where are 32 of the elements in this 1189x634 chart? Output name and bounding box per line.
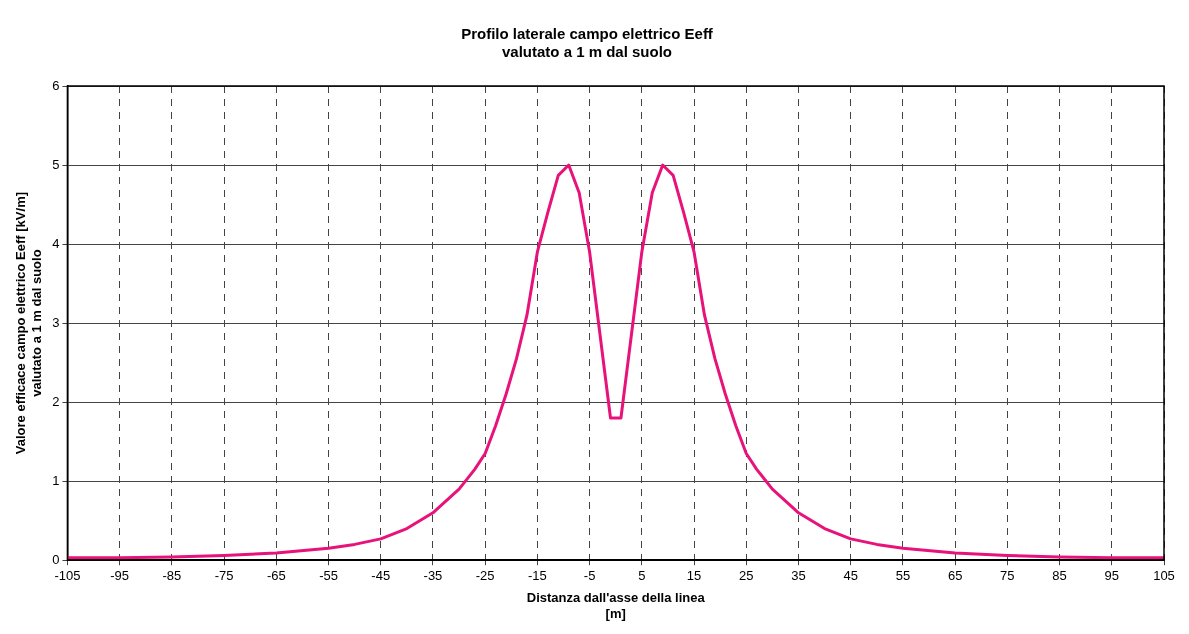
x-tick-label: 105	[1153, 567, 1175, 583]
x-tick-label: 75	[1000, 567, 1015, 583]
x-tick-label: -75	[214, 567, 234, 583]
x-tick-label: -5	[583, 567, 596, 583]
x-tick-label: 15	[686, 567, 702, 583]
y-axis-title: Valore efficace campo elettrico Eeff [kV/m] valutato a 1 m dal suolo	[13, 191, 44, 455]
x-tick-label: -35	[423, 567, 443, 583]
x-tick-label: 85	[1052, 567, 1067, 583]
x-tick-label: -45	[371, 567, 391, 583]
x-tick-label: -85	[162, 567, 182, 583]
x-tick-label: -15	[527, 567, 547, 583]
x-axis-title: Distanza dall'asse della linea [m]	[526, 590, 706, 621]
x-tick-label: -25	[475, 567, 495, 583]
x-tick-label: -95	[110, 567, 130, 583]
x-tick-label: 45	[843, 567, 858, 583]
x-tick-label: 5	[638, 567, 646, 583]
y-tick-label: 3	[52, 314, 60, 330]
y-tick-label: 5	[52, 156, 60, 172]
chart-title: Profilo laterale campo elettrico Eeff valutato a 1 m dal suolo	[461, 25, 714, 61]
x-tick-label: 25	[739, 567, 754, 583]
x-tick-label: -65	[266, 567, 286, 583]
y-tick-label: 6	[52, 77, 60, 93]
x-tick-label: 65	[947, 567, 963, 583]
y-tick-label: 1	[52, 472, 60, 488]
x-tick-label: 95	[1104, 567, 1120, 583]
y-tick-label: 4	[52, 235, 60, 251]
y-tick-label: 0	[52, 551, 60, 567]
x-tick-label: -105	[54, 567, 81, 583]
x-tick-label: -55	[319, 567, 338, 583]
y-tick-label: 2	[52, 393, 60, 409]
x-tick-label: 35	[791, 567, 806, 583]
x-tick-label: 55	[895, 567, 911, 583]
